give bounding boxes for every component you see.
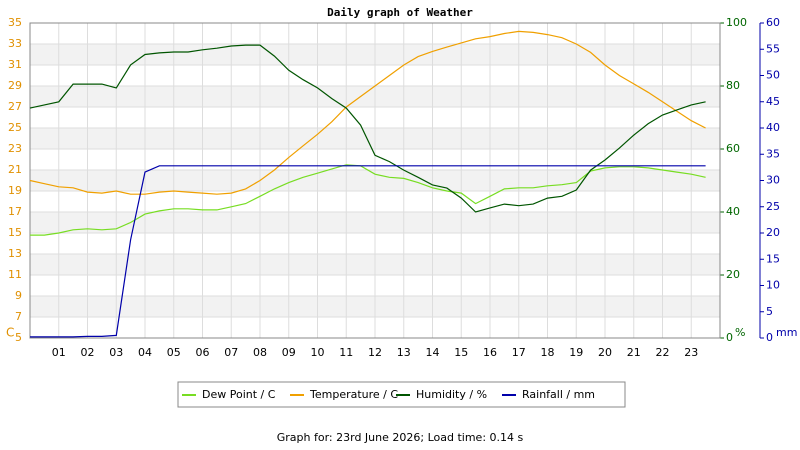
- y-tick-label: 21: [8, 163, 22, 176]
- y-tick-label: 13: [8, 247, 22, 260]
- legend-label: Humidity / %: [416, 388, 487, 401]
- x-tick-label: 21: [627, 346, 641, 359]
- y3-tick-label: 60: [766, 16, 780, 29]
- y3-tick-label: 0: [766, 331, 773, 344]
- x-tick-label: 20: [598, 346, 612, 359]
- y2-tick-label: 60: [726, 142, 740, 155]
- legend-label: Temperature / C: [309, 388, 398, 401]
- series-line: [29, 44, 706, 213]
- x-tick-label: 06: [196, 346, 210, 359]
- y3-tick-label: 50: [766, 69, 780, 82]
- y3-tick-label: 15: [766, 252, 780, 265]
- legend-label: Rainfall / mm: [522, 388, 595, 401]
- y3-tick-label: 55: [766, 42, 780, 55]
- x-tick-label: 10: [311, 346, 325, 359]
- x-tick-label: 08: [253, 346, 267, 359]
- x-tick-label: 12: [368, 346, 382, 359]
- y3-tick-label: 40: [766, 121, 780, 134]
- y3-tick-label: 35: [766, 147, 780, 160]
- y-tick-label: 7: [15, 310, 22, 323]
- x-tick-label: 01: [52, 346, 66, 359]
- x-tick-label: 19: [569, 346, 583, 359]
- x-tick-label: 04: [138, 346, 152, 359]
- y-tick-label: 25: [8, 121, 22, 134]
- y2-tick-label: 40: [726, 205, 740, 218]
- y-tick-label: 33: [8, 37, 22, 50]
- legend-label: Dew Point / C: [202, 388, 276, 401]
- y-tick-label: 5: [15, 331, 22, 344]
- x-tick-label: 18: [541, 346, 555, 359]
- y3-tick-label: 45: [766, 95, 780, 108]
- y-tick-label: 31: [8, 58, 22, 71]
- x-tick-label: 02: [81, 346, 95, 359]
- y2-axis-label: %: [735, 326, 745, 339]
- y-tick-label: 27: [8, 100, 22, 113]
- x-tick-label: 05: [167, 346, 181, 359]
- y-tick-label: 9: [15, 289, 22, 302]
- y2-tick-label: 0: [726, 331, 733, 344]
- x-tick-label: 15: [454, 346, 468, 359]
- y3-axis-label: mm: [776, 326, 797, 339]
- y2-tick-label: 100: [726, 16, 747, 29]
- x-tick-label: 23: [684, 346, 698, 359]
- series-line: [30, 165, 706, 338]
- footer: Graph for: 23rd June 2026; Load time: 0.…: [277, 431, 524, 444]
- y2-tick-label: 80: [726, 79, 740, 92]
- y-tick-label: 17: [8, 205, 22, 218]
- y-tick-label: 15: [8, 226, 22, 239]
- chart-title: Daily graph of Weather: [327, 6, 473, 19]
- y2-tick-label: 20: [726, 268, 740, 281]
- y-tick-label: 29: [8, 79, 22, 92]
- x-tick-label: 09: [282, 346, 296, 359]
- x-tick-label: 11: [339, 346, 353, 359]
- y3-tick-label: 25: [766, 200, 780, 213]
- x-tick-label: 03: [109, 346, 123, 359]
- series-line: [29, 30, 706, 195]
- y-tick-label: 23: [8, 142, 22, 155]
- y-tick-label: 35: [8, 16, 22, 29]
- x-tick-label: 17: [512, 346, 526, 359]
- x-tick-label: 22: [656, 346, 670, 359]
- y-axis-label: C: [6, 326, 14, 340]
- y3-tick-label: 10: [766, 279, 780, 292]
- y3-tick-label: 20: [766, 226, 780, 239]
- x-tick-label: 16: [483, 346, 497, 359]
- y-tick-label: 19: [8, 184, 22, 197]
- x-tick-label: 13: [397, 346, 411, 359]
- y3-tick-label: 5: [766, 305, 773, 318]
- x-tick-label: 14: [426, 346, 440, 359]
- x-tick-label: 07: [224, 346, 238, 359]
- y-tick-label: 11: [8, 268, 22, 281]
- series-line: [30, 164, 706, 236]
- y3-tick-label: 30: [766, 174, 780, 187]
